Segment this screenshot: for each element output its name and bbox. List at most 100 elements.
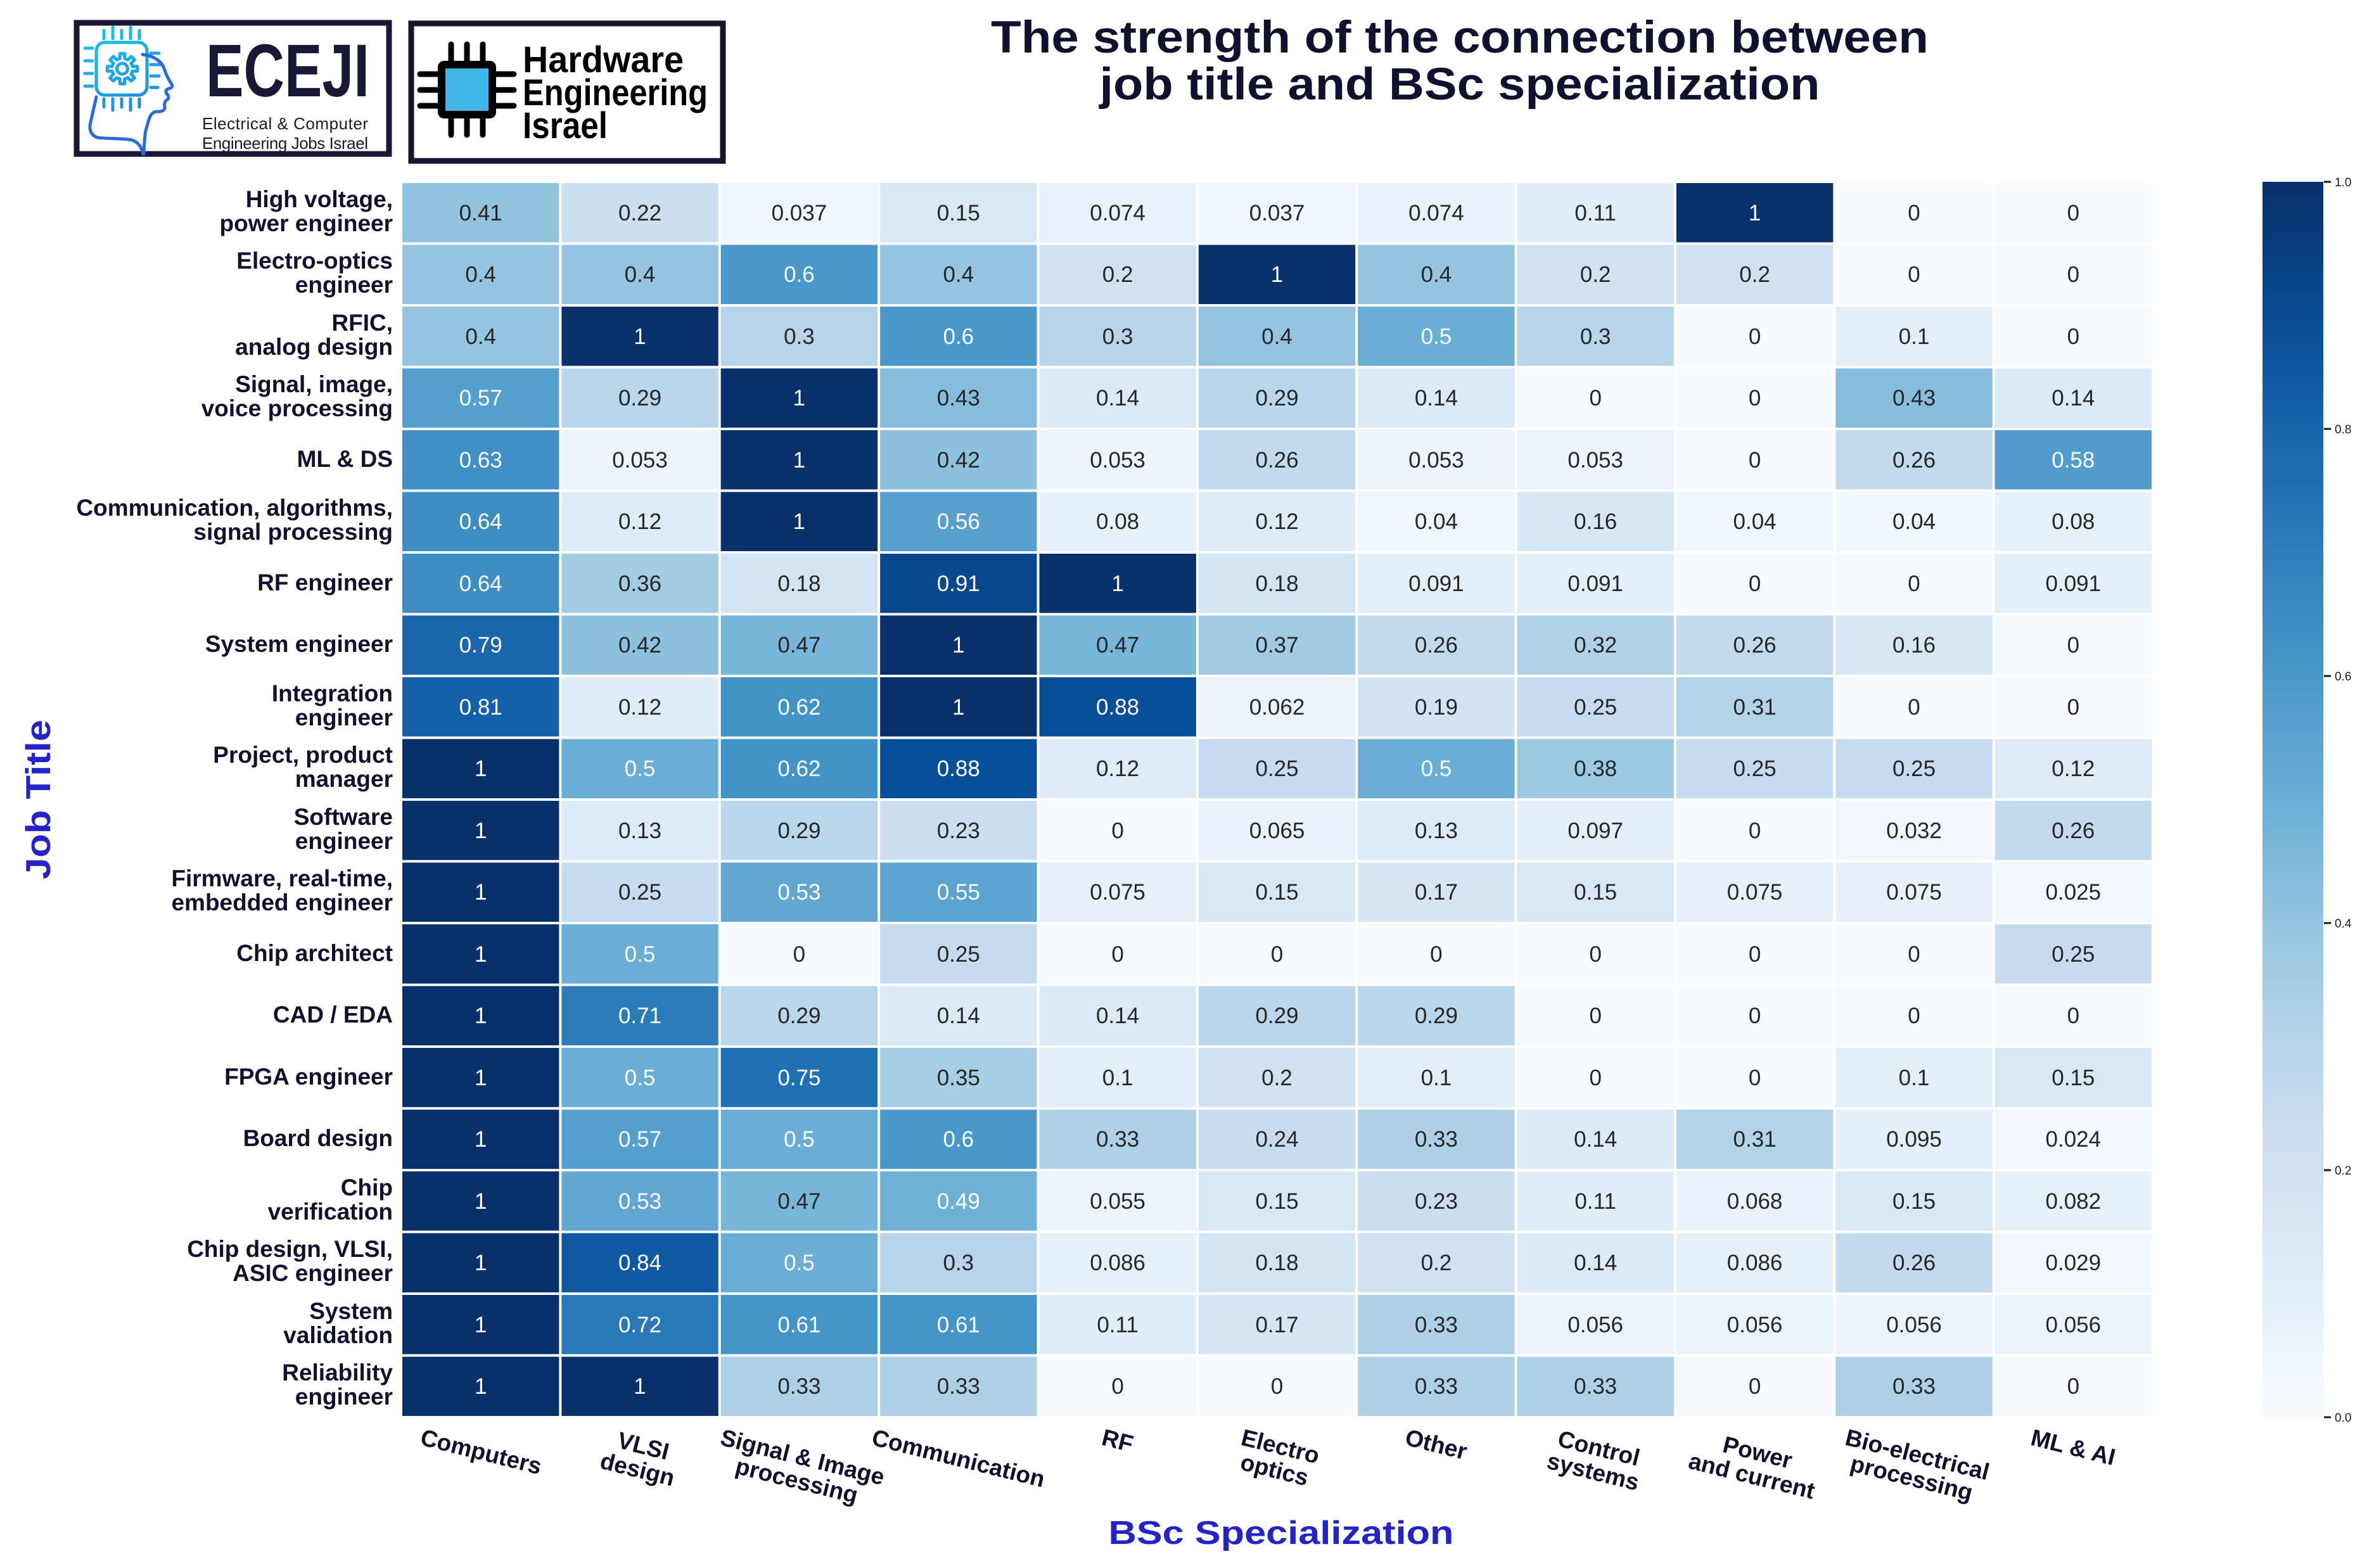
- svg-text:0.33: 0.33: [1415, 1127, 1458, 1152]
- svg-text:0.053: 0.053: [612, 448, 668, 473]
- svg-text:0.12: 0.12: [1255, 509, 1298, 534]
- svg-text:0: 0: [1111, 1374, 1123, 1399]
- svg-text:Integration: Integration: [272, 680, 393, 706]
- svg-text:0.086: 0.086: [1727, 1251, 1783, 1275]
- svg-text:BSc Specialization: BSc Specialization: [1109, 1515, 1454, 1552]
- svg-text:0.4: 0.4: [465, 324, 496, 349]
- svg-text:System: System: [309, 1298, 393, 1324]
- svg-text:0.88: 0.88: [1096, 695, 1139, 720]
- svg-text:0.26: 0.26: [1415, 633, 1458, 658]
- svg-text:0.26: 0.26: [1892, 1251, 1936, 1275]
- svg-text:0: 0: [1111, 942, 1123, 967]
- svg-text:0.33: 0.33: [777, 1374, 820, 1399]
- svg-text:0.26: 0.26: [1733, 633, 1777, 658]
- svg-text:0.25: 0.25: [937, 942, 980, 967]
- svg-text:0.074: 0.074: [1090, 201, 1146, 226]
- svg-text:Hardware: Hardware: [523, 39, 684, 80]
- svg-text:0.6: 0.6: [2335, 670, 2351, 684]
- svg-text:0.71: 0.71: [618, 1004, 661, 1028]
- svg-text:ECEJI: ECEJI: [206, 29, 369, 113]
- svg-text:0.08: 0.08: [1096, 509, 1139, 534]
- svg-text:0.053: 0.053: [1090, 448, 1146, 473]
- svg-text:0.56: 0.56: [937, 509, 980, 534]
- svg-text:0.75: 0.75: [777, 1066, 820, 1090]
- svg-text:1: 1: [475, 1313, 487, 1337]
- svg-text:0.25: 0.25: [1574, 695, 1617, 720]
- svg-text:0.57: 0.57: [618, 1127, 661, 1152]
- svg-text:0.25: 0.25: [1892, 756, 1936, 781]
- svg-text:0: 0: [2067, 201, 2079, 226]
- svg-text:0.065: 0.065: [1249, 819, 1305, 843]
- svg-text:0.61: 0.61: [777, 1313, 820, 1337]
- svg-text:0: 0: [1749, 1066, 1761, 1090]
- svg-text:0.62: 0.62: [777, 695, 820, 720]
- svg-text:0.5: 0.5: [784, 1251, 815, 1275]
- svg-text:0.25: 0.25: [618, 880, 661, 905]
- svg-text:0.091: 0.091: [1408, 571, 1464, 596]
- svg-text:0.14: 0.14: [1096, 386, 1139, 411]
- svg-text:engineer: engineer: [295, 828, 393, 854]
- svg-text:ML & DS: ML & DS: [297, 446, 393, 472]
- svg-text:0.5: 0.5: [1421, 756, 1452, 781]
- svg-text:1: 1: [952, 695, 964, 720]
- svg-text:1: 1: [475, 880, 487, 905]
- svg-text:0.17: 0.17: [1255, 1313, 1298, 1337]
- svg-text:0.075: 0.075: [1090, 880, 1146, 905]
- svg-text:0.63: 0.63: [459, 448, 502, 473]
- svg-text:0.037: 0.037: [772, 201, 827, 226]
- svg-text:0.91: 0.91: [937, 571, 980, 596]
- svg-text:0.49: 0.49: [937, 1189, 980, 1214]
- svg-text:0.4: 0.4: [625, 262, 656, 287]
- svg-text:1: 1: [793, 448, 805, 473]
- svg-text:manager: manager: [295, 766, 393, 792]
- svg-text:0.053: 0.053: [1408, 448, 1464, 473]
- svg-text:0.15: 0.15: [1892, 1189, 1936, 1214]
- svg-text:0: 0: [1908, 262, 1920, 287]
- svg-text:Chip architect: Chip architect: [236, 940, 393, 966]
- svg-text:0.33: 0.33: [1096, 1127, 1139, 1152]
- svg-text:0.2: 0.2: [1102, 262, 1133, 287]
- svg-text:Reliability: Reliability: [282, 1360, 393, 1386]
- svg-text:0.068: 0.068: [1727, 1189, 1783, 1214]
- svg-text:0.33: 0.33: [937, 1374, 980, 1399]
- svg-text:power engineer: power engineer: [220, 210, 393, 236]
- svg-text:0.08: 0.08: [2052, 509, 2095, 534]
- svg-text:0.056: 0.056: [1886, 1313, 1942, 1337]
- svg-text:Job Title: Job Title: [18, 720, 58, 879]
- svg-text:0.12: 0.12: [618, 695, 661, 720]
- svg-text:0.18: 0.18: [1255, 571, 1298, 596]
- svg-text:0.42: 0.42: [937, 448, 980, 473]
- svg-text:0: 0: [793, 942, 805, 967]
- svg-text:0.2: 0.2: [1261, 1066, 1292, 1090]
- svg-text:0.29: 0.29: [1255, 386, 1298, 411]
- svg-text:0.082: 0.082: [2046, 1189, 2102, 1214]
- svg-text:0: 0: [1908, 201, 1920, 226]
- svg-text:Board design: Board design: [243, 1125, 393, 1151]
- svg-text:0: 0: [1589, 386, 1601, 411]
- svg-text:0.5: 0.5: [625, 942, 656, 967]
- svg-text:0.17: 0.17: [1415, 880, 1458, 905]
- svg-text:verification: verification: [268, 1199, 393, 1225]
- svg-text:Electro-optics: Electro-optics: [236, 248, 393, 274]
- svg-text:1: 1: [634, 324, 646, 349]
- svg-text:0.029: 0.029: [2046, 1251, 2102, 1275]
- svg-text:0: 0: [1749, 1004, 1761, 1028]
- svg-text:0: 0: [2067, 262, 2079, 287]
- svg-text:0.075: 0.075: [1886, 880, 1942, 905]
- svg-text:0.31: 0.31: [1733, 1127, 1777, 1152]
- svg-text:0.64: 0.64: [459, 571, 502, 596]
- svg-text:0.13: 0.13: [1415, 819, 1458, 843]
- svg-text:0.3: 0.3: [1102, 324, 1133, 349]
- svg-text:engineer: engineer: [295, 1384, 393, 1410]
- svg-text:0.33: 0.33: [1574, 1374, 1617, 1399]
- svg-text:0.6: 0.6: [784, 262, 815, 287]
- svg-text:0: 0: [1271, 1374, 1283, 1399]
- svg-text:0.2: 0.2: [1580, 262, 1611, 287]
- svg-text:0.097: 0.097: [1567, 819, 1623, 843]
- svg-text:0: 0: [2067, 1374, 2079, 1399]
- svg-text:engineer: engineer: [295, 704, 393, 730]
- svg-text:0.056: 0.056: [1727, 1313, 1783, 1337]
- svg-text:0.14: 0.14: [1574, 1251, 1617, 1275]
- svg-text:0.79: 0.79: [459, 633, 502, 658]
- svg-text:1: 1: [475, 1189, 487, 1214]
